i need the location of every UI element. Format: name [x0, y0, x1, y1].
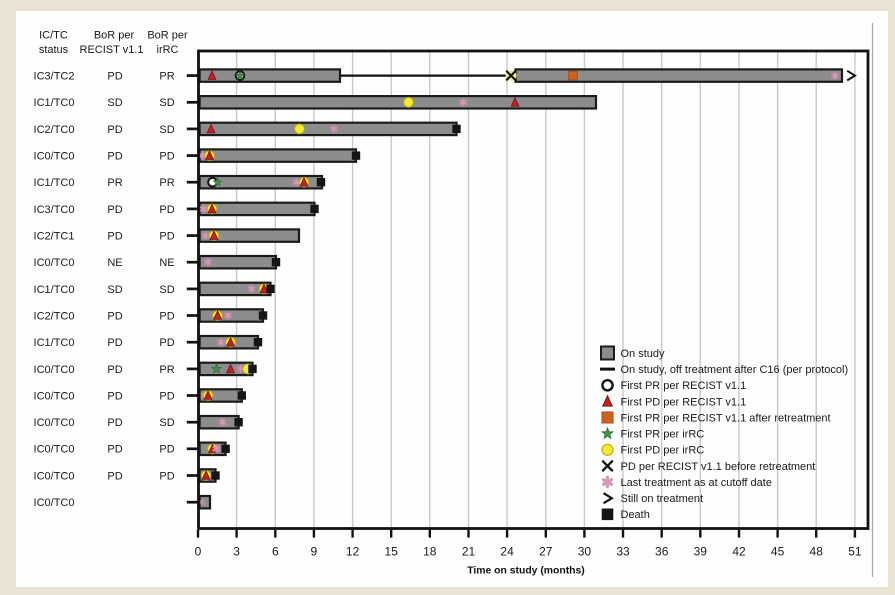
svg-text:SD: SD — [107, 284, 122, 296]
svg-text:PD: PD — [107, 390, 122, 402]
svg-text:18: 18 — [423, 545, 437, 559]
svg-text:6: 6 — [272, 545, 279, 559]
svg-text:PR: PR — [159, 177, 174, 189]
svg-text:0: 0 — [195, 545, 202, 559]
svg-text:PD: PD — [159, 151, 174, 163]
svg-text:15: 15 — [385, 545, 399, 559]
svg-text:PD: PD — [159, 231, 174, 243]
svg-text:NE: NE — [159, 257, 174, 269]
svg-text:BoR per: BoR per — [94, 30, 135, 42]
svg-text:45: 45 — [771, 545, 785, 559]
svg-text:33: 33 — [616, 545, 630, 559]
svg-text:30: 30 — [578, 545, 592, 559]
svg-text:PD: PD — [107, 71, 122, 83]
svg-text:PR: PR — [107, 177, 122, 189]
svg-text:On study: On study — [621, 348, 666, 360]
svg-text:PD: PD — [107, 310, 122, 322]
svg-text:9: 9 — [311, 545, 318, 559]
svg-text:First PR per RECIST v1.1 after: First PR per RECIST v1.1 after retreatme… — [621, 412, 831, 424]
svg-text:IC1/TC0: IC1/TC0 — [34, 177, 75, 189]
svg-text:24: 24 — [500, 545, 514, 559]
svg-text:IC0/TC0: IC0/TC0 — [34, 364, 75, 376]
svg-text:IC/TC: IC/TC — [39, 29, 68, 41]
svg-text:SD: SD — [107, 97, 122, 109]
svg-text:SD: SD — [159, 124, 174, 136]
svg-text:IC1/TC0: IC1/TC0 — [34, 284, 75, 296]
svg-text:PD: PD — [159, 444, 174, 456]
svg-text:PD: PD — [159, 337, 174, 349]
svg-text:SD: SD — [159, 417, 174, 429]
svg-text:irRC: irRC — [157, 44, 179, 56]
svg-text:12: 12 — [346, 545, 360, 559]
svg-text:On study, off treatment after: On study, off treatment after C16 (per p… — [621, 364, 849, 376]
svg-text:36: 36 — [655, 545, 669, 559]
svg-text:IC2/TC1: IC2/TC1 — [34, 231, 75, 243]
svg-text:IC0/TC0: IC0/TC0 — [34, 390, 75, 402]
svg-text:42: 42 — [732, 545, 746, 559]
svg-text:IC0/TC0: IC0/TC0 — [34, 417, 75, 429]
svg-text:3: 3 — [233, 545, 240, 559]
svg-text:IC0/TC0: IC0/TC0 — [34, 470, 75, 482]
svg-text:IC3/TC0: IC3/TC0 — [34, 204, 75, 216]
svg-text:Still on treatment: Still on treatment — [621, 493, 704, 505]
svg-text:PD: PD — [159, 310, 174, 322]
svg-text:Last treatment as at cutoff da: Last treatment as at cutoff date — [621, 477, 772, 489]
svg-text:First PR per irRC: First PR per irRC — [621, 429, 705, 441]
svg-text:PD: PD — [107, 231, 122, 243]
svg-text:First PR per RECIST v1.1: First PR per RECIST v1.1 — [621, 380, 747, 392]
svg-text:PD: PD — [107, 124, 122, 136]
svg-text:PD: PD — [107, 204, 122, 216]
svg-text:48: 48 — [810, 545, 824, 559]
svg-text:27: 27 — [539, 545, 553, 559]
svg-text:IC2/TC0: IC2/TC0 — [34, 124, 75, 136]
svg-text:SD: SD — [159, 97, 174, 109]
svg-text:IC0/TC0: IC0/TC0 — [34, 257, 75, 269]
svg-text:PD: PD — [107, 417, 122, 429]
svg-text:BoR per: BoR per — [147, 30, 188, 42]
svg-text:IC2/TC0: IC2/TC0 — [34, 310, 75, 322]
svg-text:PD: PD — [107, 151, 122, 163]
svg-text:SD: SD — [159, 284, 174, 296]
svg-text:PR: PR — [159, 364, 174, 376]
svg-text:PD: PD — [107, 444, 122, 456]
svg-text:status: status — [39, 44, 69, 56]
svg-text:39: 39 — [694, 545, 708, 559]
svg-text:IC3/TC2: IC3/TC2 — [34, 71, 75, 83]
svg-text:First PD per irRC: First PD per irRC — [621, 445, 705, 457]
svg-text:51: 51 — [848, 545, 862, 559]
svg-text:IC0/TC0: IC0/TC0 — [34, 444, 75, 456]
svg-text:IC0/TC0: IC0/TC0 — [34, 497, 75, 509]
svg-text:Death: Death — [621, 509, 650, 521]
svg-text:PD: PD — [159, 470, 174, 482]
svg-text:PR: PR — [159, 71, 174, 83]
svg-text:PD: PD — [159, 390, 174, 402]
svg-text:Time on study (months): Time on study (months) — [467, 566, 585, 577]
svg-text:PD: PD — [107, 337, 122, 349]
svg-text:RECIST v1.1: RECIST v1.1 — [80, 44, 144, 56]
svg-text:IC0/TC0: IC0/TC0 — [34, 151, 75, 163]
svg-text:21: 21 — [462, 545, 476, 559]
svg-text:PD per RECIST v1.1 before retr: PD per RECIST v1.1 before retreatment — [621, 461, 816, 473]
svg-text:NE: NE — [107, 257, 122, 269]
svg-text:PD: PD — [107, 364, 122, 376]
svg-text:First PD per RECIST v1.1: First PD per RECIST v1.1 — [621, 396, 747, 408]
svg-text:PD: PD — [159, 204, 174, 216]
svg-text:PD: PD — [107, 470, 122, 482]
svg-text:IC1/TC0: IC1/TC0 — [34, 97, 75, 109]
svg-text:IC1/TC0: IC1/TC0 — [34, 337, 75, 349]
